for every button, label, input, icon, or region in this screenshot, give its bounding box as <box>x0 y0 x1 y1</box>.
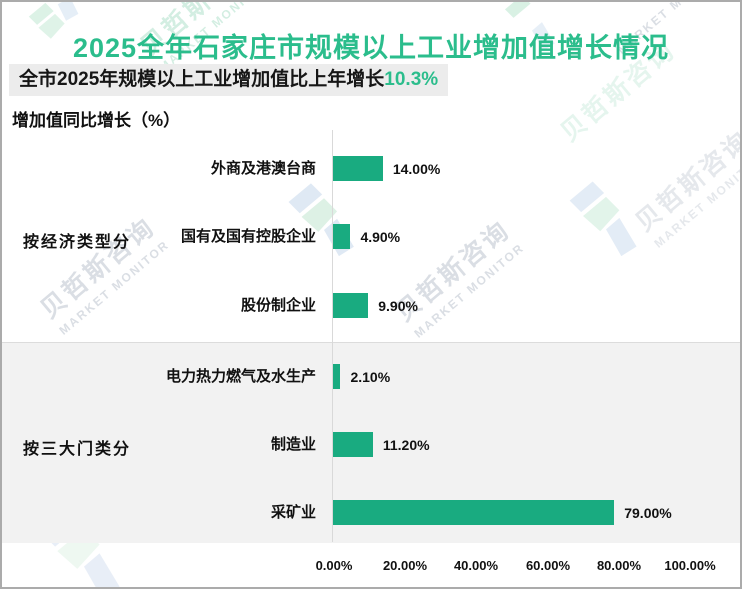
subtitle-highlight-box: 全市2025年规模以上工业增加值比上年增长10.3% <box>9 64 449 96</box>
x-tick-label: 80.00% <box>596 558 642 573</box>
value-label: 14.00% <box>392 160 441 177</box>
y-axis-line <box>332 130 333 542</box>
axis-note: 增加值同比增长（%） <box>12 111 181 130</box>
category-label: 国有及国有控股企业 <box>180 228 316 245</box>
subtitle-growth-value: 10.3% <box>384 69 439 90</box>
category-label: 外商及港澳台商 <box>210 160 316 177</box>
bar-group: 11.20% <box>333 432 430 457</box>
x-tick-label: 40.00% <box>453 558 499 573</box>
group-label-three-sectors: 按三大门类分 <box>23 441 132 458</box>
page-title: 2025全年石家庄市规模以上工业增加值增长情况 <box>72 33 670 63</box>
subtitle-text: 全市2025年规模以上工业增加值比上年增长 <box>19 69 385 90</box>
bar-group: 2.10% <box>333 364 390 389</box>
x-tick-label: 100.00% <box>664 558 716 573</box>
value-label: 2.10% <box>350 368 391 385</box>
bar <box>333 156 383 181</box>
category-label: 采矿业 <box>270 504 316 521</box>
value-label: 79.00% <box>624 504 672 521</box>
value-label: 9.90% <box>378 297 418 314</box>
x-tick-label: 60.00% <box>525 558 571 573</box>
x-tick-label: 0.00% <box>315 558 353 573</box>
value-label: 11.20% <box>382 436 430 453</box>
bar-row: 制造业 11.20% <box>2 432 740 457</box>
category-label: 股份制企业 <box>240 297 316 314</box>
bar-row: 电力热力燃气及水生产 2.10% <box>2 364 740 389</box>
bar-row: 采矿业 79.00% <box>2 500 740 525</box>
bar-row: 国有及国有控股企业 4.90% <box>2 224 740 249</box>
x-axis: 0.00% 20.00% 40.00% 60.00% 80.00% 100.00… <box>2 558 740 578</box>
group-label-economic-type: 按经济类型分 <box>23 234 132 251</box>
bar <box>333 432 373 457</box>
x-tick-label: 20.00% <box>382 558 428 573</box>
value-label: 4.90% <box>360 228 401 245</box>
bar <box>333 293 369 318</box>
bar-row: 外商及港澳台商 14.00% <box>2 156 740 181</box>
bar <box>333 364 341 389</box>
category-label: 制造业 <box>270 436 316 453</box>
bar <box>333 224 351 249</box>
category-label: 电力热力燃气及水生产 <box>165 368 316 385</box>
bar-group: 9.90% <box>333 293 418 318</box>
bar <box>333 500 615 525</box>
bar-row: 股份制企业 9.90% <box>2 293 740 318</box>
bar-group: 14.00% <box>333 156 440 181</box>
bar-group: 79.00% <box>333 500 672 525</box>
bar-group: 4.90% <box>333 224 400 249</box>
